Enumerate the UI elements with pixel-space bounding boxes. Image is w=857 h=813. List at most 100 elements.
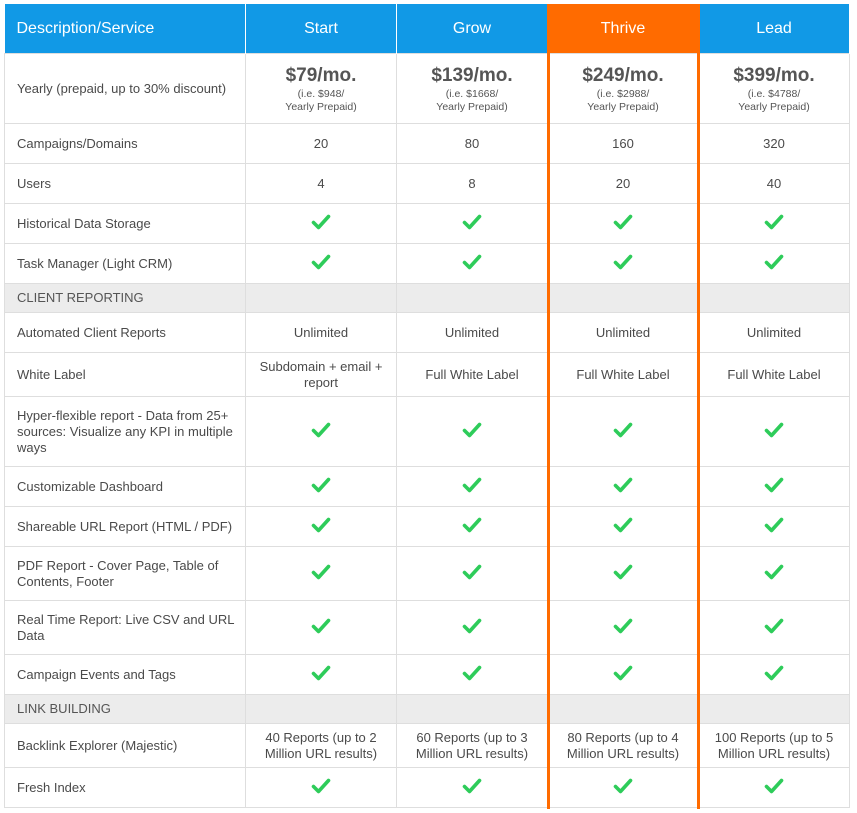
check-cell: [698, 466, 850, 507]
check-cell: [396, 243, 548, 284]
check-cell: [245, 506, 397, 547]
section-cell: [547, 283, 699, 313]
check-icon: [311, 252, 331, 272]
check-icon: [311, 616, 331, 636]
price-cell: $139/mo. (i.e. $1668/Yearly Prepaid): [396, 53, 548, 124]
check-icon: [311, 420, 331, 440]
check-icon: [613, 562, 633, 582]
table-row: Historical Data Storage: [4, 203, 850, 244]
table-body-link: Backlink Explorer (Majestic) 40 Reports (…: [4, 723, 850, 808]
price-sub: (i.e. $1668/: [445, 87, 499, 100]
section-cell: [396, 694, 548, 724]
table-row: Customizable Dashboard: [4, 466, 850, 507]
check-cell: [547, 654, 699, 695]
check-cell: [547, 506, 699, 547]
section-header-row: CLIENT REPORTING: [4, 283, 850, 313]
check-cell: [698, 243, 850, 284]
row-label: Campaigns/Domains: [4, 123, 246, 164]
check-cell: [698, 506, 850, 547]
check-icon: [462, 616, 482, 636]
table-row: Campaign Events and Tags: [4, 654, 850, 695]
check-cell: [547, 243, 699, 284]
check-icon: [462, 212, 482, 232]
header-plan-grow: Grow: [396, 4, 548, 54]
check-cell: [698, 203, 850, 244]
row-label: Customizable Dashboard: [4, 466, 246, 507]
check-cell: [245, 767, 397, 808]
value-cell: 80 Reports (up to 4 Million URL results): [547, 723, 699, 768]
section-cell: [245, 283, 397, 313]
price-sub: Yearly Prepaid): [436, 100, 508, 113]
check-icon: [462, 420, 482, 440]
check-icon: [764, 776, 784, 796]
table-row: Campaigns/Domains 20 80 160 320: [4, 123, 850, 164]
check-cell: [396, 466, 548, 507]
section-cell: [245, 694, 397, 724]
pricing-row: Yearly (prepaid, up to 30% discount) $79…: [4, 53, 850, 124]
section-cell: [547, 694, 699, 724]
row-label: Backlink Explorer (Majestic): [4, 723, 246, 768]
value-cell: 160: [547, 123, 699, 164]
row-label: Fresh Index: [4, 767, 246, 808]
check-cell: [245, 203, 397, 244]
value-cell: Full White Label: [698, 352, 850, 397]
table-row: Automated Client Reports Unlimited Unlimit…: [4, 312, 850, 353]
header-row: Description/Service Start Grow Thrive Le…: [4, 4, 850, 54]
check-icon: [613, 475, 633, 495]
check-icon: [764, 562, 784, 582]
row-label: White Label: [4, 352, 246, 397]
table-body-client: Automated Client Reports Unlimited Unlimit…: [4, 312, 850, 695]
value-cell: Subdomain + email + report: [245, 352, 397, 397]
check-cell: [547, 396, 699, 467]
check-cell: [245, 654, 397, 695]
table-row: Hyper-flexible report - Data from 25+ so…: [4, 396, 850, 467]
value-cell: 8: [396, 163, 548, 204]
header-description: Description/Service: [4, 4, 246, 54]
check-icon: [764, 420, 784, 440]
header-plan-lead: Lead: [698, 4, 850, 54]
check-cell: [396, 203, 548, 244]
check-cell: [396, 654, 548, 695]
check-cell: [396, 600, 548, 655]
check-cell: [698, 654, 850, 695]
table-row: PDF Report - Cover Page, Table of Conten…: [4, 546, 850, 601]
price-main: $139/mo.: [431, 64, 513, 86]
price-cell: $79/mo. (i.e. $948/Yearly Prepaid): [245, 53, 397, 124]
check-cell: [396, 506, 548, 547]
check-icon: [764, 616, 784, 636]
check-cell: [547, 600, 699, 655]
row-label: PDF Report - Cover Page, Table of Conten…: [4, 546, 246, 601]
price-cell: $399/mo. (i.e. $4788/Yearly Prepaid): [698, 53, 850, 124]
check-icon: [462, 515, 482, 535]
value-cell: 40 Reports (up to 2 Million URL results): [245, 723, 397, 768]
value-cell: 20: [245, 123, 397, 164]
value-cell: 80: [396, 123, 548, 164]
table-row: Real Time Report: Live CSV and URL Data: [4, 600, 850, 655]
price-sub: Yearly Prepaid): [587, 100, 659, 113]
check-icon: [613, 776, 633, 796]
table-row: Shareable URL Report (HTML / PDF): [4, 506, 850, 547]
pricing-table-container: Description/Service Start Grow Thrive Le…: [4, 4, 853, 809]
section-cell: [396, 283, 548, 313]
check-cell: [698, 600, 850, 655]
check-icon: [764, 212, 784, 232]
check-cell: [245, 600, 397, 655]
price-main: $399/mo.: [733, 64, 815, 86]
value-cell: 60 Reports (up to 3 Million URL results): [396, 723, 548, 768]
section-cell: [698, 283, 850, 313]
value-cell: Unlimited: [547, 312, 699, 353]
row-label: Historical Data Storage: [4, 203, 246, 244]
table-row: Users 4 8 20 40: [4, 163, 850, 204]
row-label: Hyper-flexible report - Data from 25+ so…: [4, 396, 246, 467]
row-label: Users: [4, 163, 246, 204]
check-icon: [462, 562, 482, 582]
section-header-row: LINK BUILDING: [4, 694, 850, 724]
check-cell: [396, 546, 548, 601]
value-cell: Unlimited: [698, 312, 850, 353]
price-sub: Yearly Prepaid): [738, 100, 810, 113]
check-icon: [462, 475, 482, 495]
section-title: LINK BUILDING: [4, 694, 246, 724]
price-cell: $249/mo. (i.e. $2988/Yearly Prepaid): [547, 53, 699, 124]
check-cell: [245, 546, 397, 601]
check-cell: [396, 767, 548, 808]
